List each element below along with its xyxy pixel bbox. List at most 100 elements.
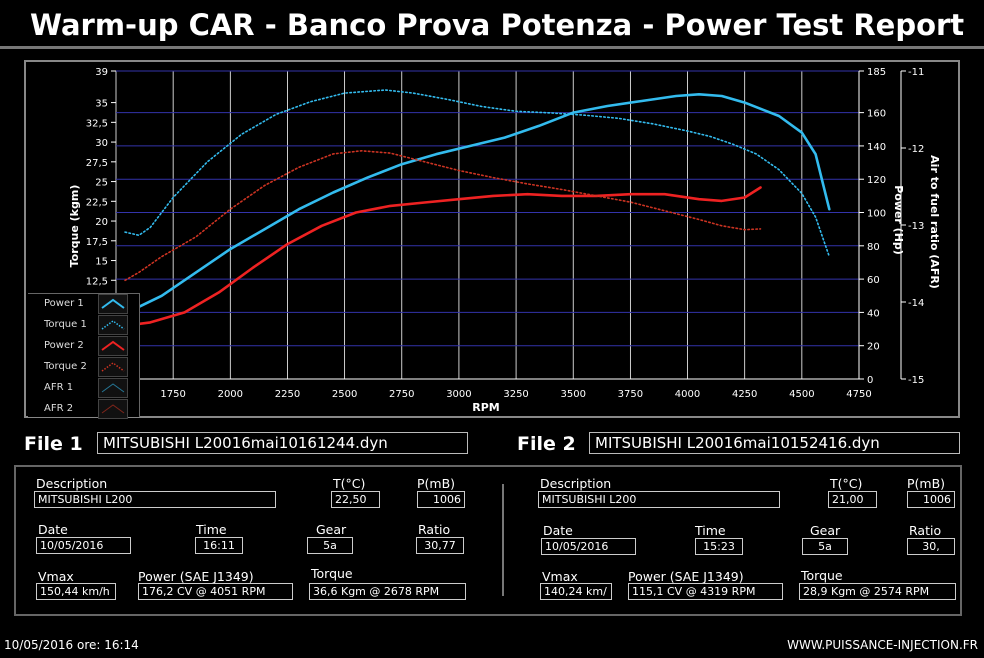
x-tick-label: 3750 <box>618 389 643 400</box>
afr-tick-label: -14 <box>908 298 924 309</box>
run1-power-label: Power (SAE J1349) <box>138 569 254 584</box>
legend-swatch-afr1 <box>98 378 128 398</box>
x-tick-label: 4250 <box>732 389 757 400</box>
run2-vmax-field[interactable]: 140,24 km/ <box>540 583 612 600</box>
run2-description-field[interactable]: MITSUBISHI L200 <box>538 491 780 508</box>
run1-power-field[interactable]: 176,2 CV @ 4051 RPM <box>138 583 293 600</box>
x-tick-label: 4000 <box>675 389 700 400</box>
y-axis-label-power: Power (Hp) <box>892 185 905 255</box>
run2-ratio-label: Ratio <box>909 523 942 538</box>
power-tick-label: 120 <box>867 175 886 186</box>
torque-tick-label: 27,5 <box>86 158 108 169</box>
torque-tick-label: 35 <box>95 99 108 110</box>
run2-torque-field[interactable]: 28,9 Kgm @ 2574 RPM <box>799 583 956 600</box>
run1-time-label: Time <box>196 522 227 537</box>
run2-ratio-field[interactable]: 30, <box>907 538 955 555</box>
file1-label: File 1 <box>24 433 83 455</box>
legend-item-afr1[interactable]: AFR 1 <box>28 378 140 398</box>
run1-description-label: Description <box>36 476 108 491</box>
legend-label: AFR 2 <box>44 403 74 414</box>
afr-tick-label: -11 <box>908 67 924 78</box>
run1-torque-field[interactable]: 36,6 Kgm @ 2678 RPM <box>309 583 466 600</box>
series-power2 <box>123 186 762 328</box>
power-tick-label: 140 <box>867 142 886 153</box>
run1-description-field[interactable]: MITSUBISHI L200 <box>34 491 276 508</box>
afr-tick-label: -13 <box>908 221 924 232</box>
series-torque1 <box>124 89 831 258</box>
run2-time-label: Time <box>695 523 726 538</box>
power-tick-label: 40 <box>867 308 880 319</box>
run1-date-field[interactable]: 10/05/2016 <box>36 537 131 554</box>
x-tick-label: 3500 <box>561 389 586 400</box>
x-axis-label: RPM <box>472 401 499 414</box>
run2-power-field[interactable]: 115,1 CV @ 4319 RPM <box>628 583 783 600</box>
run2-date-field[interactable]: 10/05/2016 <box>541 538 636 555</box>
torque-tick-label: 17,5 <box>86 237 108 248</box>
x-tick-label: 4500 <box>789 389 814 400</box>
legend-item-torque2[interactable]: Torque 2 <box>28 357 140 377</box>
run2-pressure-field[interactable]: 1006 <box>907 491 955 508</box>
details-panel <box>14 465 962 616</box>
x-tick-label: 2500 <box>332 389 357 400</box>
x-tick-label: 2250 <box>275 389 300 400</box>
torque-tick-label: 32,5 <box>86 118 108 129</box>
torque-tick-label: 22,5 <box>86 197 108 208</box>
power-tick-label: 160 <box>867 109 886 120</box>
dyno-chart: 1750 2000 2250 2500 2750 3000 3250 3500 3750 4000… <box>68 67 941 414</box>
legend-item-torque1[interactable]: Torque 1 <box>28 315 140 335</box>
legend-item-afr2[interactable]: AFR 2 <box>28 399 140 419</box>
run2-temp-field[interactable]: 21,00 <box>828 491 877 508</box>
run1-torque-label: Torque <box>311 566 353 581</box>
legend-label: Power 1 <box>44 298 84 309</box>
run2-description-label: Description <box>540 476 612 491</box>
x-tick-label: 3000 <box>446 389 471 400</box>
run2-torque-label: Torque <box>801 568 843 583</box>
legend-item-power1[interactable]: Power 1 <box>28 294 140 314</box>
power-tick-label: 20 <box>867 342 880 353</box>
legend-swatch-afr2 <box>98 399 128 419</box>
run1-ratio-label: Ratio <box>418 522 451 537</box>
x-tick-label: 2000 <box>218 389 243 400</box>
legend-label: AFR 1 <box>44 382 74 393</box>
footer-website-link[interactable]: WWW.PUISSANCE-INJECTION.FR <box>787 638 978 652</box>
run1-vmax-label: Vmax <box>38 569 74 584</box>
run1-pressure-label: P(mB) <box>417 476 456 491</box>
run1-ratio-field[interactable]: 30,77 <box>416 537 464 554</box>
legend-swatch-power1 <box>98 294 128 314</box>
run1-temp-field[interactable]: 22,50 <box>331 491 380 508</box>
chart-legend: Power 1 Torque 1 Power 2 Torque 2 AFR 1 … <box>28 293 140 419</box>
x-tick-label: 1750 <box>160 389 185 400</box>
footer-timestamp: 10/05/2016 ore: 16:14 <box>4 638 139 652</box>
afr-tick-label: -12 <box>908 144 924 155</box>
afr-tick-label: -15 <box>908 375 924 386</box>
file2-label: File 2 <box>517 433 576 455</box>
power-tick-label: 0 <box>867 375 873 386</box>
run1-gear-label: Gear <box>316 522 347 537</box>
panel-divider <box>502 484 504 596</box>
torque-tick-label: 15 <box>95 257 108 268</box>
power-tick-label: 60 <box>867 275 880 286</box>
torque-tick-label: 30 <box>95 138 108 149</box>
y-axis-label-torque: Torque (kgm) <box>68 185 81 268</box>
run1-gear-field[interactable]: 5a <box>307 537 353 554</box>
report-title: Warm-up CAR - Banco Prova Potenza - Powe… <box>30 8 965 42</box>
file1-name-field[interactable]: MITSUBISHI L20016mai10161244.dyn <box>97 432 468 454</box>
run2-time-field[interactable]: 15:23 <box>695 538 743 555</box>
run1-time-field[interactable]: 16:11 <box>195 537 243 554</box>
run1-pressure-field[interactable]: 1006 <box>417 491 465 508</box>
legend-swatch-power2 <box>98 336 128 356</box>
run1-date-label: Date <box>38 522 68 537</box>
run2-date-label: Date <box>543 523 573 538</box>
run1-vmax-field[interactable]: 150,44 km/h <box>36 583 116 600</box>
y-axis-label-afr: Air to fuel ratio (AFR) <box>928 155 941 289</box>
legend-swatch-torque1 <box>98 315 128 335</box>
legend-label: Torque 2 <box>44 361 87 372</box>
title-divider <box>0 46 984 49</box>
legend-label: Torque 1 <box>44 319 87 330</box>
run2-power-label: Power (SAE J1349) <box>628 569 744 584</box>
file2-name-field[interactable]: MITSUBISHI L20016mai10152416.dyn <box>589 432 960 454</box>
run2-pressure-label: P(mB) <box>907 476 946 491</box>
chart-frame <box>24 60 960 418</box>
run2-gear-field[interactable]: 5a <box>802 538 848 555</box>
legend-item-power2[interactable]: Power 2 <box>28 336 140 356</box>
